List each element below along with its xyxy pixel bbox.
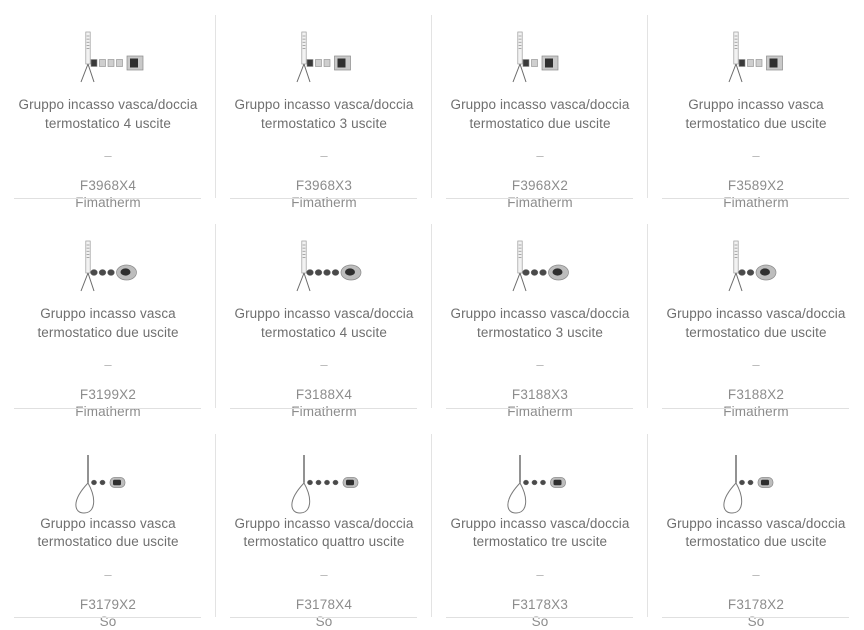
bath-shower-mixer-square-4-outlet-icon	[58, 26, 158, 98]
product-separator-dash: –	[320, 566, 328, 582]
product-description: Gruppo incasso vasca/doccia termostatico…	[450, 515, 630, 550]
product-card[interactable]: Gruppo incasso vasca termostatico due us…	[648, 0, 864, 210]
product-thumbnail[interactable]	[442, 14, 638, 92]
bath-shower-mixer-square-3-outlet-icon	[274, 26, 374, 98]
bath-shower-mixer-round-4-outlet-icon	[274, 235, 374, 307]
product-thumbnail[interactable]	[10, 433, 206, 514]
product-thumbnail[interactable]	[442, 223, 638, 301]
product-description: Gruppo incasso vasca/doccia termostatico…	[666, 306, 846, 340]
product-description: Gruppo incasso vasca/doccia termostatico…	[450, 97, 630, 131]
product-code: F3968X4	[79, 178, 137, 193]
product-thumbnail[interactable]	[658, 14, 854, 92]
product-brand: So	[99, 613, 117, 629]
product-code: F3199X2	[79, 387, 137, 403]
bath-shower-mixer-round-3-outlet-icon	[490, 235, 590, 307]
product-code: F3178X3	[511, 596, 569, 612]
product-card[interactable]: Gruppo incasso vasca/doccia termostatico…	[432, 209, 648, 419]
product-thumbnail[interactable]	[10, 223, 206, 301]
product-separator-dash: –	[536, 357, 544, 373]
product-card[interactable]: Gruppo incasso vasca/doccia termostatico…	[648, 209, 864, 419]
product-description: Gruppo incasso vasca termostatico due us…	[685, 97, 827, 131]
product-separator-dash: –	[752, 566, 760, 582]
bath-shower-mixer-square-2-outlet-icon	[490, 26, 590, 98]
product-separator-dash: –	[320, 357, 328, 373]
product-description: Gruppo incasso vasca termostatico due us…	[37, 306, 179, 340]
product-thumbnail[interactable]	[226, 433, 422, 514]
product-code: F3188X2	[727, 387, 785, 403]
product-code: F3188X3	[511, 387, 569, 403]
product-code: F3968X3	[295, 178, 353, 193]
product-separator-dash: –	[752, 148, 760, 163]
product-description: Gruppo incasso vasca/doccia termostatico…	[18, 97, 198, 131]
product-card[interactable]: Gruppo incasso vasca/doccia termostatico…	[648, 418, 864, 629]
product-separator-dash: –	[104, 357, 112, 373]
product-separator-dash: –	[104, 566, 112, 582]
product-separator-dash: –	[104, 148, 112, 163]
product-description: Gruppo incasso vasca/doccia termostatico…	[234, 515, 414, 550]
product-code: F3589X2	[727, 178, 785, 193]
product-description: Gruppo incasso vasca termostatico due us…	[37, 515, 179, 550]
product-code: F3968X2	[511, 178, 569, 193]
product-separator-dash: –	[536, 148, 544, 163]
product-thumbnail[interactable]	[658, 433, 854, 514]
product-thumbnail[interactable]	[10, 14, 206, 92]
product-brand: So	[531, 613, 549, 629]
product-code: F3179X2	[79, 596, 137, 612]
product-card[interactable]: Gruppo incasso vasca/doccia termostatico…	[216, 0, 432, 210]
product-card[interactable]: Gruppo incasso vasca/doccia termostatico…	[216, 418, 432, 629]
bath-mixer-square-2-outlet-icon	[706, 26, 806, 98]
product-brand: So	[315, 613, 333, 629]
product-card[interactable]: Gruppo incasso vasca/doccia termostatico…	[432, 418, 648, 629]
product-thumbnail[interactable]	[658, 223, 854, 301]
product-code: F3178X2	[727, 596, 785, 612]
product-card[interactable]: Gruppo incasso vasca termostatico due us…	[0, 418, 216, 629]
bath-shower-mixer-round-2-outlet-icon	[706, 235, 806, 307]
bath-shower-mixer-hose-4-outlet-icon	[274, 445, 374, 517]
product-code: F3178X4	[295, 596, 353, 612]
bath-shower-mixer-hose-2-outlet-icon	[706, 445, 806, 517]
product-description: Gruppo incasso vasca/doccia termostatico…	[234, 306, 414, 340]
product-description: Gruppo incasso vasca/doccia termostatico…	[450, 306, 630, 340]
product-description: Gruppo incasso vasca/doccia termostatico…	[666, 515, 846, 550]
product-brand: So	[747, 613, 765, 629]
product-thumbnail[interactable]	[226, 14, 422, 92]
product-separator-dash: –	[752, 357, 760, 373]
product-thumbnail[interactable]	[226, 223, 422, 301]
bath-mixer-round-2-outlet-icon	[58, 235, 158, 307]
product-card[interactable]: Gruppo incasso vasca/doccia termostatico…	[216, 209, 432, 419]
bath-shower-mixer-hose-3-outlet-icon	[490, 445, 590, 517]
product-code: F3188X4	[295, 387, 353, 403]
product-thumbnail[interactable]	[442, 433, 638, 514]
product-separator-dash: –	[320, 148, 328, 163]
product-description: Gruppo incasso vasca/doccia termostatico…	[234, 97, 414, 131]
product-card[interactable]: Gruppo incasso vasca/doccia termostatico…	[432, 0, 648, 210]
bath-mixer-hose-2-outlet-icon	[58, 445, 158, 517]
product-card[interactable]: Gruppo incasso vasca termostatico due us…	[0, 209, 216, 419]
product-separator-dash: –	[536, 566, 544, 582]
product-card[interactable]: Gruppo incasso vasca/doccia termostatico…	[0, 0, 216, 210]
